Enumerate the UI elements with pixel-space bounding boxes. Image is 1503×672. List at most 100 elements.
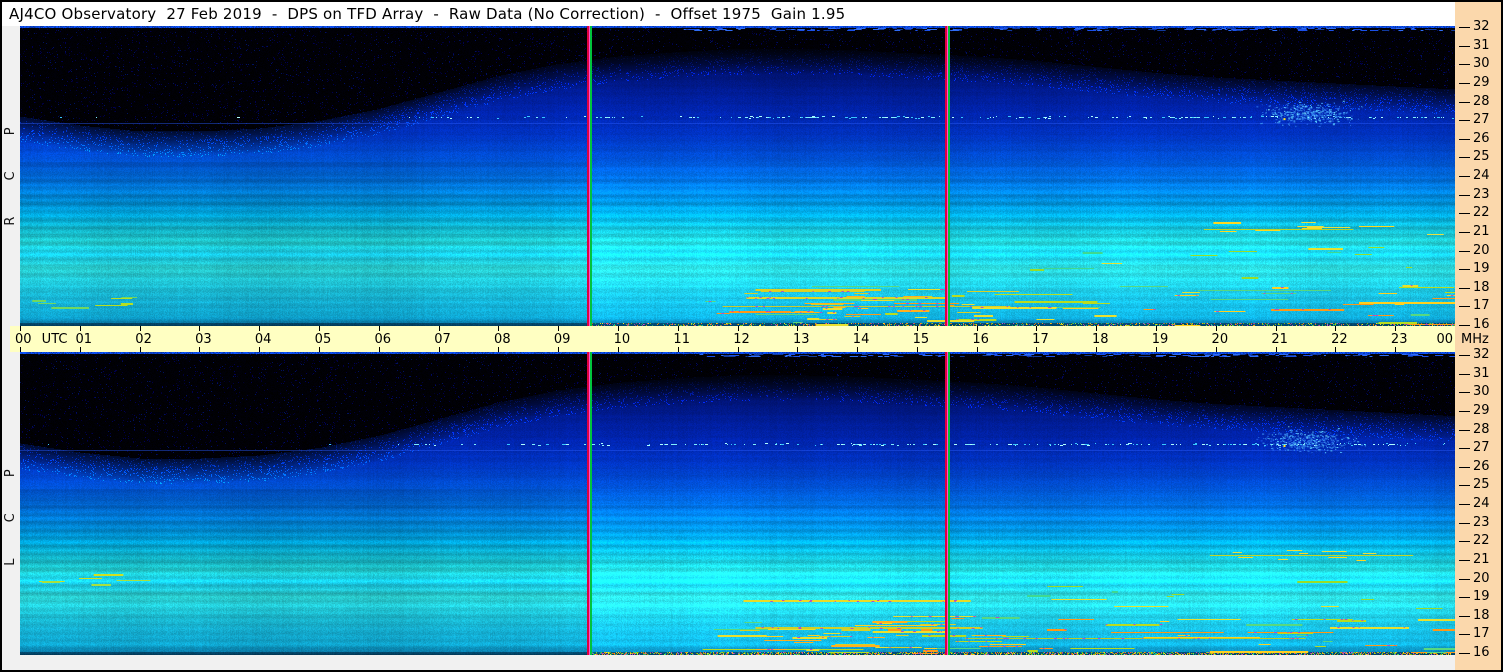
freq-tick-label: 23 <box>1473 187 1490 202</box>
freq-tick-label: 23 <box>1473 515 1490 530</box>
time-tick-top <box>1096 326 1098 331</box>
time-tick-label: 17 <box>1032 332 1049 347</box>
lcp-spectrogram-canvas <box>20 352 1455 655</box>
freq-tick-label: 17 <box>1473 298 1490 313</box>
time-tick-label: 08 <box>494 332 511 347</box>
time-tick-top <box>797 326 799 331</box>
freq-tick <box>1459 325 1470 326</box>
freq-tick <box>1459 541 1470 542</box>
bottom-strip <box>2 655 1455 670</box>
time-tick-top <box>857 326 859 331</box>
time-tick-bottom <box>1275 347 1277 352</box>
time-tick-label: 07 <box>434 332 451 347</box>
freq-axis-strip <box>1455 2 1501 670</box>
freq-tick-label: 29 <box>1473 403 1490 418</box>
time-tick-bottom <box>857 347 859 352</box>
time-tick-label: 03 <box>195 332 212 347</box>
time-tick-bottom <box>677 347 679 352</box>
freq-tick <box>1459 288 1470 289</box>
freq-tick <box>1459 102 1470 103</box>
lcp-panel-label: L C P <box>3 468 18 566</box>
freq-unit-label: MHz <box>1461 332 1489 347</box>
freq-tick <box>1459 232 1470 233</box>
freq-tick-label: 32 <box>1473 347 1490 362</box>
time-tick-label: 13 <box>793 332 810 347</box>
time-tick-bottom <box>1096 347 1098 352</box>
rcp-spectrogram-canvas <box>20 26 1455 326</box>
freq-tick-label: 17 <box>1473 626 1490 641</box>
time-tick-label: 20 <box>1211 332 1229 347</box>
freq-tick-label: 32 <box>1473 19 1490 34</box>
time-tick-top <box>139 326 141 331</box>
time-tick-bottom <box>378 347 380 352</box>
freq-tick <box>1459 485 1470 486</box>
time-tick-bottom <box>199 347 201 352</box>
freq-tick <box>1459 139 1470 140</box>
freq-tick-label: 24 <box>1473 496 1490 511</box>
freq-tick-label: 18 <box>1473 608 1490 623</box>
time-tick-label: 11 <box>673 332 690 347</box>
time-tick-top <box>199 326 201 331</box>
freq-tick <box>1459 46 1470 47</box>
time-tick-label: 23 <box>1390 332 1408 347</box>
freq-tick-label: 30 <box>1473 384 1490 399</box>
freq-tick <box>1459 64 1470 65</box>
time-tick-label: 04 <box>254 332 272 347</box>
window-title: AJ4CO Observatory 27 Feb 2019 - DPS on T… <box>9 5 846 23</box>
time-tick-top <box>1036 326 1038 331</box>
freq-tick <box>1459 560 1470 561</box>
time-tick-top <box>1335 326 1337 331</box>
freq-tick <box>1459 195 1470 196</box>
time-tick-label: 05 <box>314 332 332 347</box>
freq-tick-label: 28 <box>1473 94 1490 109</box>
freq-tick-label: 26 <box>1473 459 1490 474</box>
time-tick-top <box>737 326 739 331</box>
freq-tick <box>1459 597 1470 598</box>
freq-tick <box>1459 269 1470 270</box>
freq-tick <box>1459 83 1470 84</box>
freq-tick <box>1459 157 1470 158</box>
time-tick-top <box>318 326 320 331</box>
time-tick-top <box>79 326 81 331</box>
freq-tick <box>1459 467 1470 468</box>
freq-tick-label: 27 <box>1473 440 1490 455</box>
time-tick-label: 10 <box>613 332 631 347</box>
time-axis: 00 UTC 01 02 03 04 05 06 07 08 09 10 11 12 13 14 15 16 17… <box>10 326 1456 352</box>
time-tick-top <box>1395 326 1397 331</box>
time-tick-bottom <box>79 347 81 352</box>
time-tick-label: 06 <box>374 332 392 347</box>
time-tick-bottom <box>1036 347 1038 352</box>
time-tick-bottom <box>558 347 560 352</box>
time-tick-top <box>1275 326 1277 331</box>
time-tick-label: 12 <box>733 332 750 347</box>
freq-tick-label: 30 <box>1473 56 1490 71</box>
time-tick-bottom <box>1335 347 1337 352</box>
time-tick-bottom <box>438 347 440 352</box>
freq-tick-label: 22 <box>1473 533 1490 548</box>
time-tick-top <box>617 326 619 331</box>
time-tick-bottom <box>916 347 918 352</box>
freq-tick <box>1459 120 1470 121</box>
time-tick-label: 14 <box>852 332 870 347</box>
freq-tick <box>1459 634 1470 635</box>
time-tick-top <box>1156 326 1158 331</box>
time-tick-bottom <box>797 347 799 352</box>
time-tick-top <box>558 326 560 331</box>
freq-tick-label: 21 <box>1473 552 1490 567</box>
time-tick-label: 15 <box>912 332 930 347</box>
freq-tick <box>1459 355 1470 356</box>
time-tick-label: 22 <box>1331 332 1348 347</box>
freq-tick <box>1459 448 1470 449</box>
time-tick-bottom <box>20 347 21 352</box>
freq-tick-label: 20 <box>1473 571 1490 586</box>
freq-tick-label: 29 <box>1473 75 1490 90</box>
time-tick-bottom <box>737 347 739 352</box>
title-bar: AJ4CO Observatory 27 Feb 2019 - DPS on T… <box>2 2 1455 26</box>
freq-tick-label: 25 <box>1473 149 1490 164</box>
freq-tick-label: 16 <box>1473 645 1490 660</box>
time-tick-bottom <box>1156 347 1158 352</box>
freq-tick-label: 25 <box>1473 477 1490 492</box>
freq-tick <box>1459 251 1470 252</box>
freq-tick <box>1459 213 1470 214</box>
